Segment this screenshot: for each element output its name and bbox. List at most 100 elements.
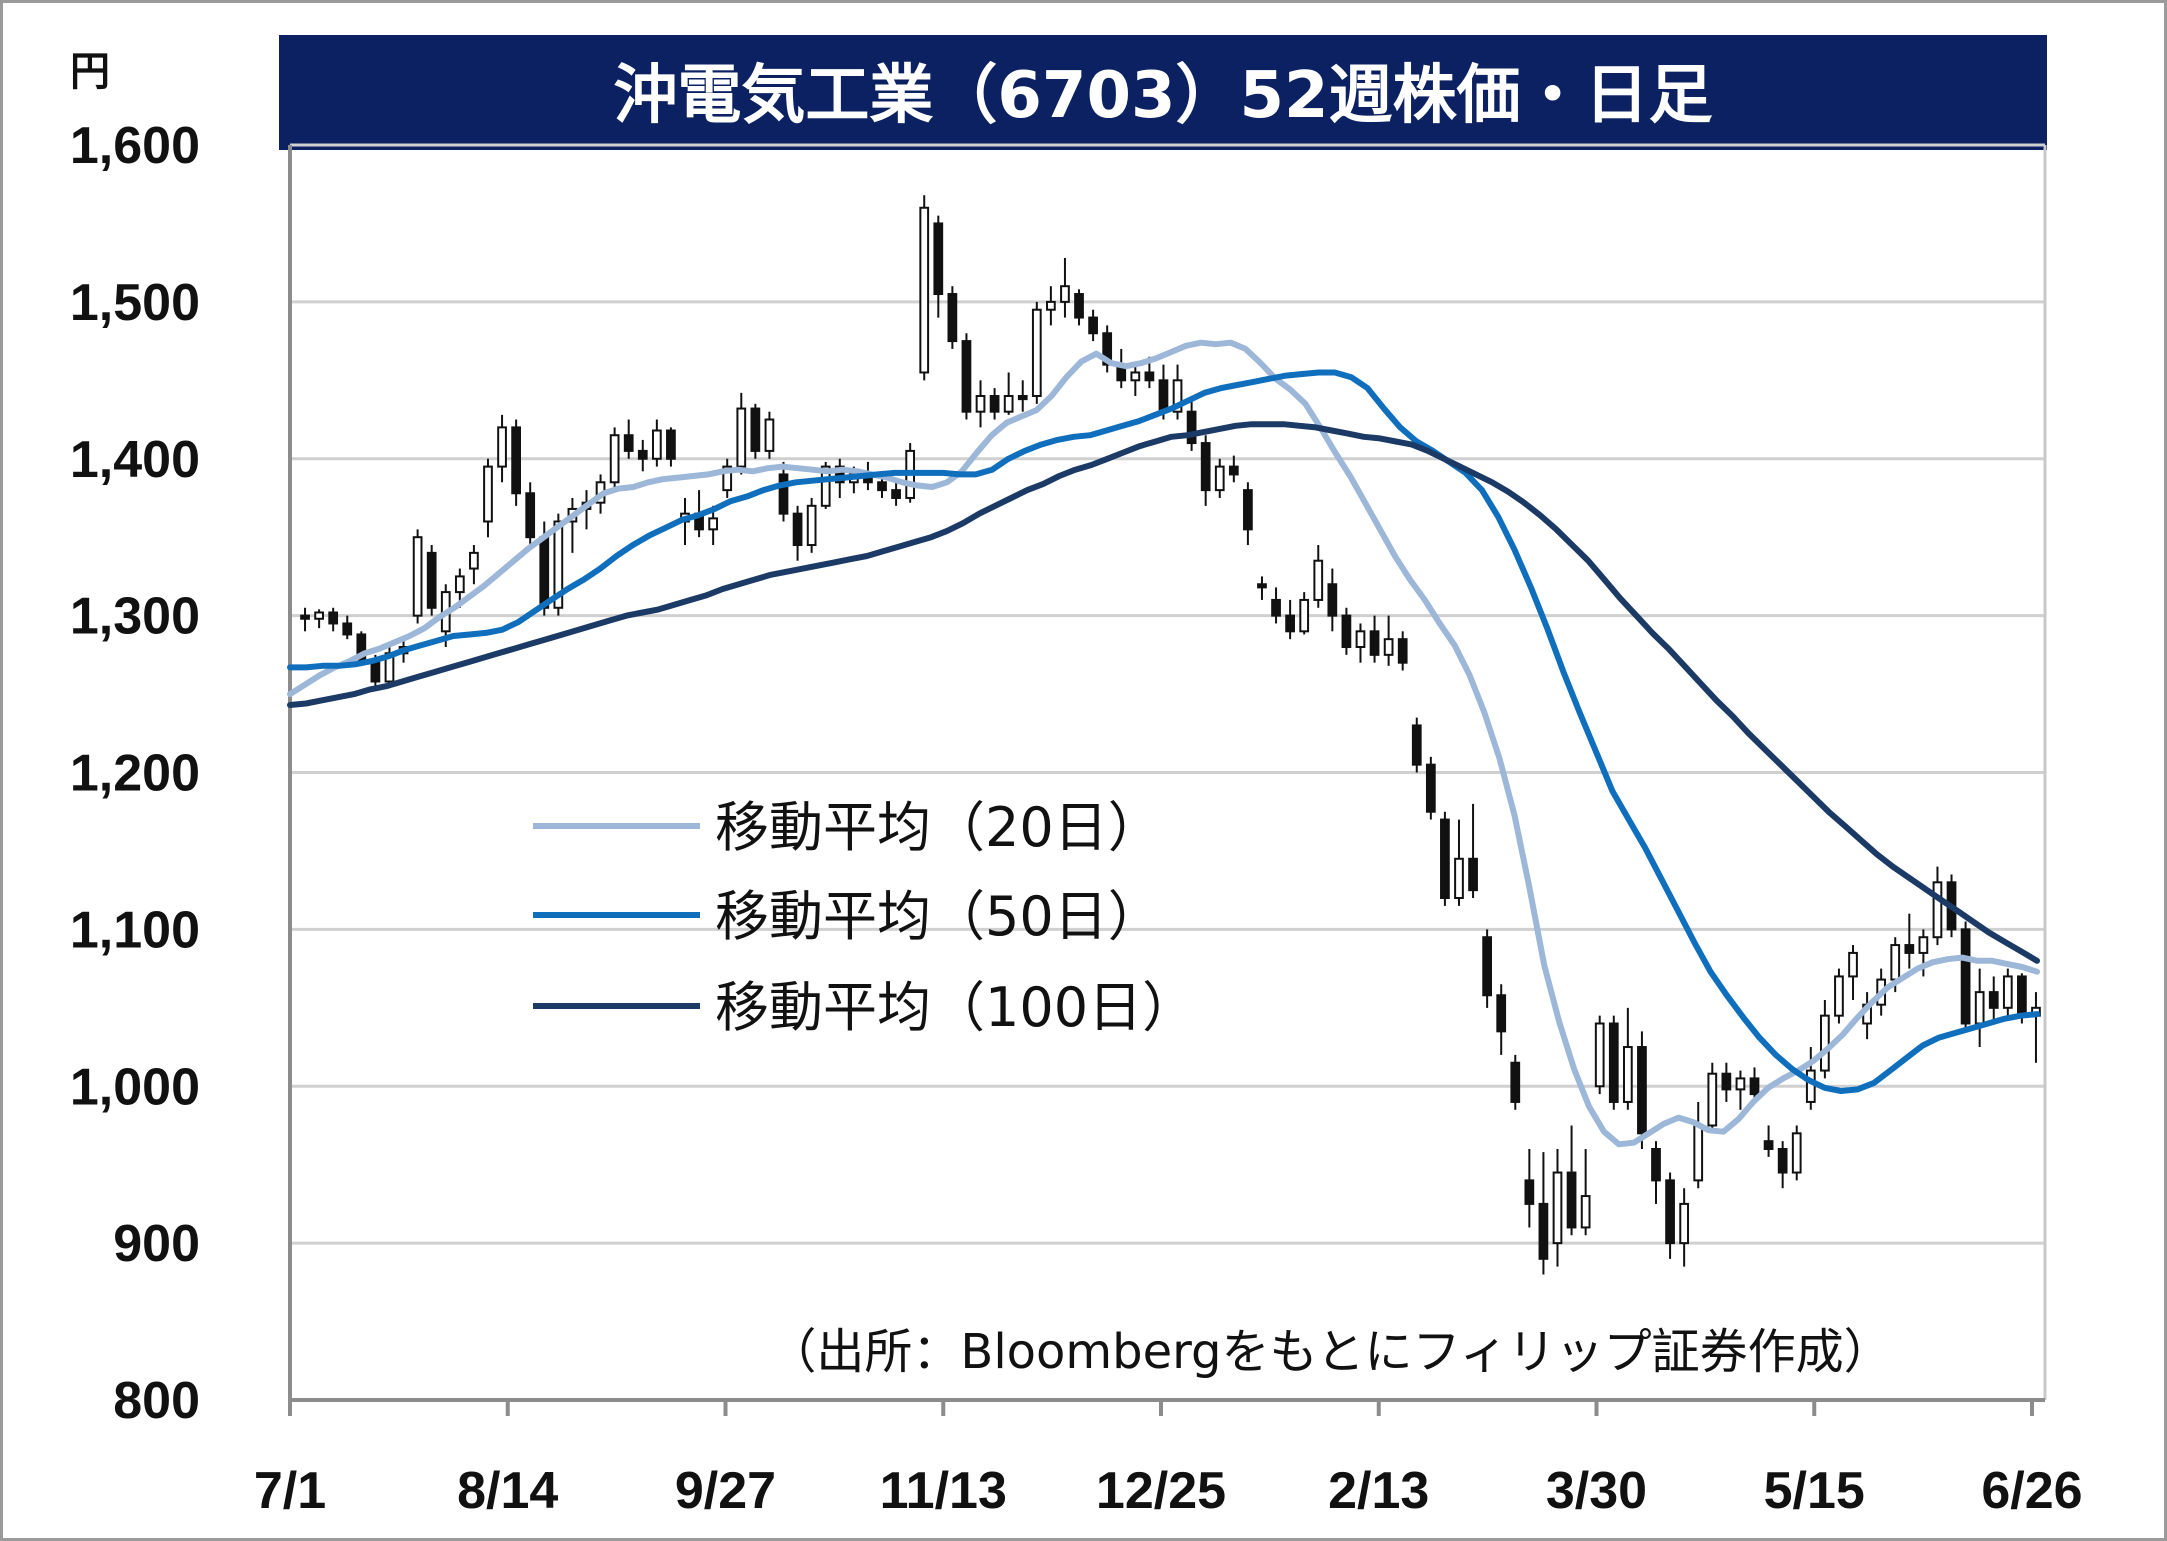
x-tick-label: 11/13 — [880, 1462, 1007, 1520]
y-tick-label: 800 — [113, 1372, 200, 1430]
candle-body — [1102, 332, 1113, 366]
candle-body — [553, 520, 564, 609]
candle-body — [1355, 630, 1366, 648]
candle-body — [1285, 614, 1295, 633]
candle-body — [1693, 1124, 1704, 1182]
candle-body — [1017, 395, 1028, 401]
candle-body — [1440, 818, 1450, 899]
candle-body — [877, 481, 887, 492]
x-tick-label: 7/1 — [254, 1462, 326, 1520]
candle-body — [1637, 1046, 1647, 1135]
candle-body — [342, 622, 353, 636]
candle-body — [511, 426, 521, 495]
candle-body — [469, 551, 479, 570]
candle-body — [1496, 994, 1507, 1033]
title-banner — [279, 35, 2047, 150]
candle-body — [1271, 598, 1281, 617]
candle-body — [623, 434, 634, 452]
candle-body — [1003, 395, 1014, 413]
y-unit-label: 円 — [70, 49, 110, 95]
candle-body — [1482, 936, 1493, 997]
candle-body — [1665, 1179, 1675, 1245]
source-note: （出所：Bloombergをもとにフィリップ証券作成） — [768, 1324, 1891, 1380]
candle-body — [1510, 1061, 1521, 1103]
x-tick-label: 2/13 — [1328, 1462, 1429, 1520]
y-tick-label: 1,400 — [70, 431, 200, 489]
candle-body — [454, 575, 465, 594]
candle-body — [1158, 379, 1169, 413]
moving-average-lines — [287, 339, 2040, 1148]
candle-body — [1538, 1202, 1549, 1260]
axes — [288, 145, 2047, 1416]
candle-body — [637, 449, 648, 460]
x-tick-label: 9/27 — [675, 1462, 776, 1520]
candle-body — [1074, 293, 1084, 319]
y-tick-label: 1,300 — [70, 588, 200, 646]
ma100-line — [287, 421, 2040, 964]
candle-body — [961, 340, 972, 413]
candle-body — [1172, 379, 1183, 413]
candle-body — [1791, 1132, 1802, 1174]
candle-body — [1088, 316, 1098, 335]
candle-body — [834, 465, 845, 484]
candle-body — [1651, 1148, 1661, 1182]
candle-body — [722, 465, 733, 492]
candle-body — [1144, 371, 1155, 382]
candle-body — [2017, 975, 2027, 1017]
y-tick-label: 1,000 — [70, 1058, 200, 1116]
candle-body — [806, 504, 817, 547]
candle-body — [1932, 881, 1943, 939]
candle-body — [778, 473, 789, 515]
candle-body — [891, 489, 901, 499]
candle-body — [666, 429, 676, 460]
candle-body — [1313, 559, 1324, 601]
y-tick-label: 900 — [113, 1215, 200, 1273]
ma50-line — [287, 369, 2040, 1094]
candle-body — [1834, 975, 1844, 1017]
candle-body — [1763, 1140, 1774, 1150]
legend-label-ma50: 移動平均（50日） — [715, 885, 1162, 948]
candle-body — [483, 465, 493, 523]
candle-body — [989, 395, 1000, 413]
candle-body — [1777, 1148, 1788, 1174]
candle-body — [1904, 944, 1915, 954]
candle-body — [1031, 308, 1042, 397]
candle-body — [1735, 1077, 1746, 1091]
x-tick-label: 6/26 — [1981, 1462, 2082, 1520]
candle-body — [1594, 1022, 1605, 1088]
candle-body — [1820, 1014, 1830, 1072]
candle-body — [708, 517, 719, 531]
y-tick-labels: 1,600 1,500 1,400 1,300 1,200 1,100 1,000 900 80… — [70, 117, 200, 1430]
candle-body — [1383, 638, 1394, 656]
candle-body — [1721, 1072, 1732, 1091]
candle-body — [1411, 724, 1422, 766]
candle-body — [1566, 1171, 1577, 1229]
candle-body — [1622, 1046, 1633, 1103]
legend-label-ma100: 移動平均（100日） — [715, 976, 1196, 1039]
candle-body — [1214, 465, 1225, 492]
candle-body — [933, 222, 944, 296]
candle-body — [1130, 371, 1141, 382]
candle-body — [820, 465, 831, 507]
candle-body — [1454, 857, 1464, 899]
candle-body — [1988, 991, 1999, 1009]
candle-body — [1890, 944, 1901, 981]
candle-body — [764, 418, 775, 452]
candle-body — [947, 293, 958, 343]
candle-body — [497, 426, 507, 468]
x-tick-labels: 7/1 8/14 9/27 11/13 12/25 2/13 3/30 5/15 6/26 — [254, 1462, 2083, 1520]
x-tick-label: 5/15 — [1764, 1462, 1865, 1520]
x-tick-label: 3/30 — [1546, 1462, 1647, 1520]
candle-body — [1749, 1077, 1760, 1096]
ma20-line — [287, 339, 2040, 1148]
candle-body — [300, 614, 310, 620]
candle-body — [314, 611, 324, 620]
candle-body — [1046, 300, 1056, 311]
candle-body — [1848, 951, 1858, 978]
candle-body — [1960, 928, 1971, 1025]
candle-body — [525, 492, 536, 539]
x-tick-label: 8/14 — [457, 1462, 558, 1520]
candle-body — [1552, 1171, 1563, 1245]
candle-body — [792, 512, 803, 547]
